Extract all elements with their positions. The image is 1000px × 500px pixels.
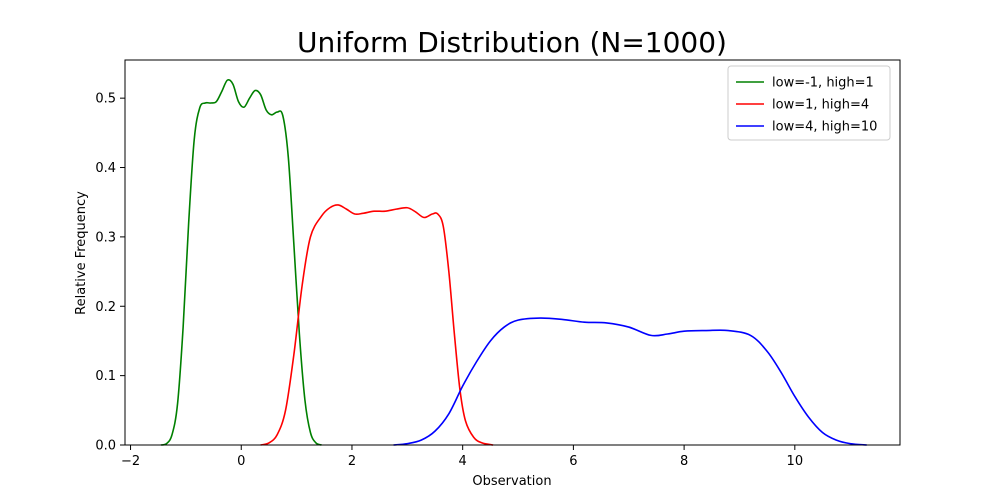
- y-tick-label: 0.0: [95, 439, 116, 454]
- legend: low=-1, high=1 low=1, high=4 low=4, high=1…: [727, 65, 891, 141]
- x-tick-label: 8: [680, 454, 688, 469]
- x-tick-label: 4: [459, 454, 467, 469]
- series-layer: [160, 78, 867, 446]
- y-tick-label: 0.2: [95, 300, 116, 315]
- x-tick-label: 0: [237, 454, 245, 469]
- y-tick-label: 0.5: [95, 92, 116, 107]
- x-tick-label: 2: [348, 454, 356, 469]
- y-tick-label: 0.3: [95, 230, 116, 245]
- x-tick-label: 10: [787, 454, 804, 469]
- y-tick-label: 0.4: [95, 161, 116, 176]
- legend-label-1: low=-1, high=1: [772, 76, 874, 91]
- series-line-1: [160, 78, 322, 446]
- x-tick-label: 6: [569, 454, 577, 469]
- y-tick-label: 0.1: [95, 369, 116, 384]
- x-axis-label: Observation: [472, 474, 551, 489]
- legend-box: [727, 65, 891, 141]
- plot-frame: [124, 59, 901, 446]
- x-tick-label: −2: [121, 454, 140, 469]
- legend-label-2: low=1, high=4: [772, 98, 869, 113]
- y-axis: 0.0 0.1 0.2 0.3 0.4 0.5: [95, 92, 125, 454]
- legend-label-3: low=4, high=10: [772, 120, 877, 135]
- x-axis: −2 0 2 4 6 8 10: [121, 445, 803, 469]
- y-axis-label: Relative Frequency: [74, 191, 89, 315]
- series-line-3: [393, 317, 867, 446]
- series-line-2: [260, 204, 494, 446]
- chart-title: Uniform Distribution (N=1000): [297, 26, 727, 59]
